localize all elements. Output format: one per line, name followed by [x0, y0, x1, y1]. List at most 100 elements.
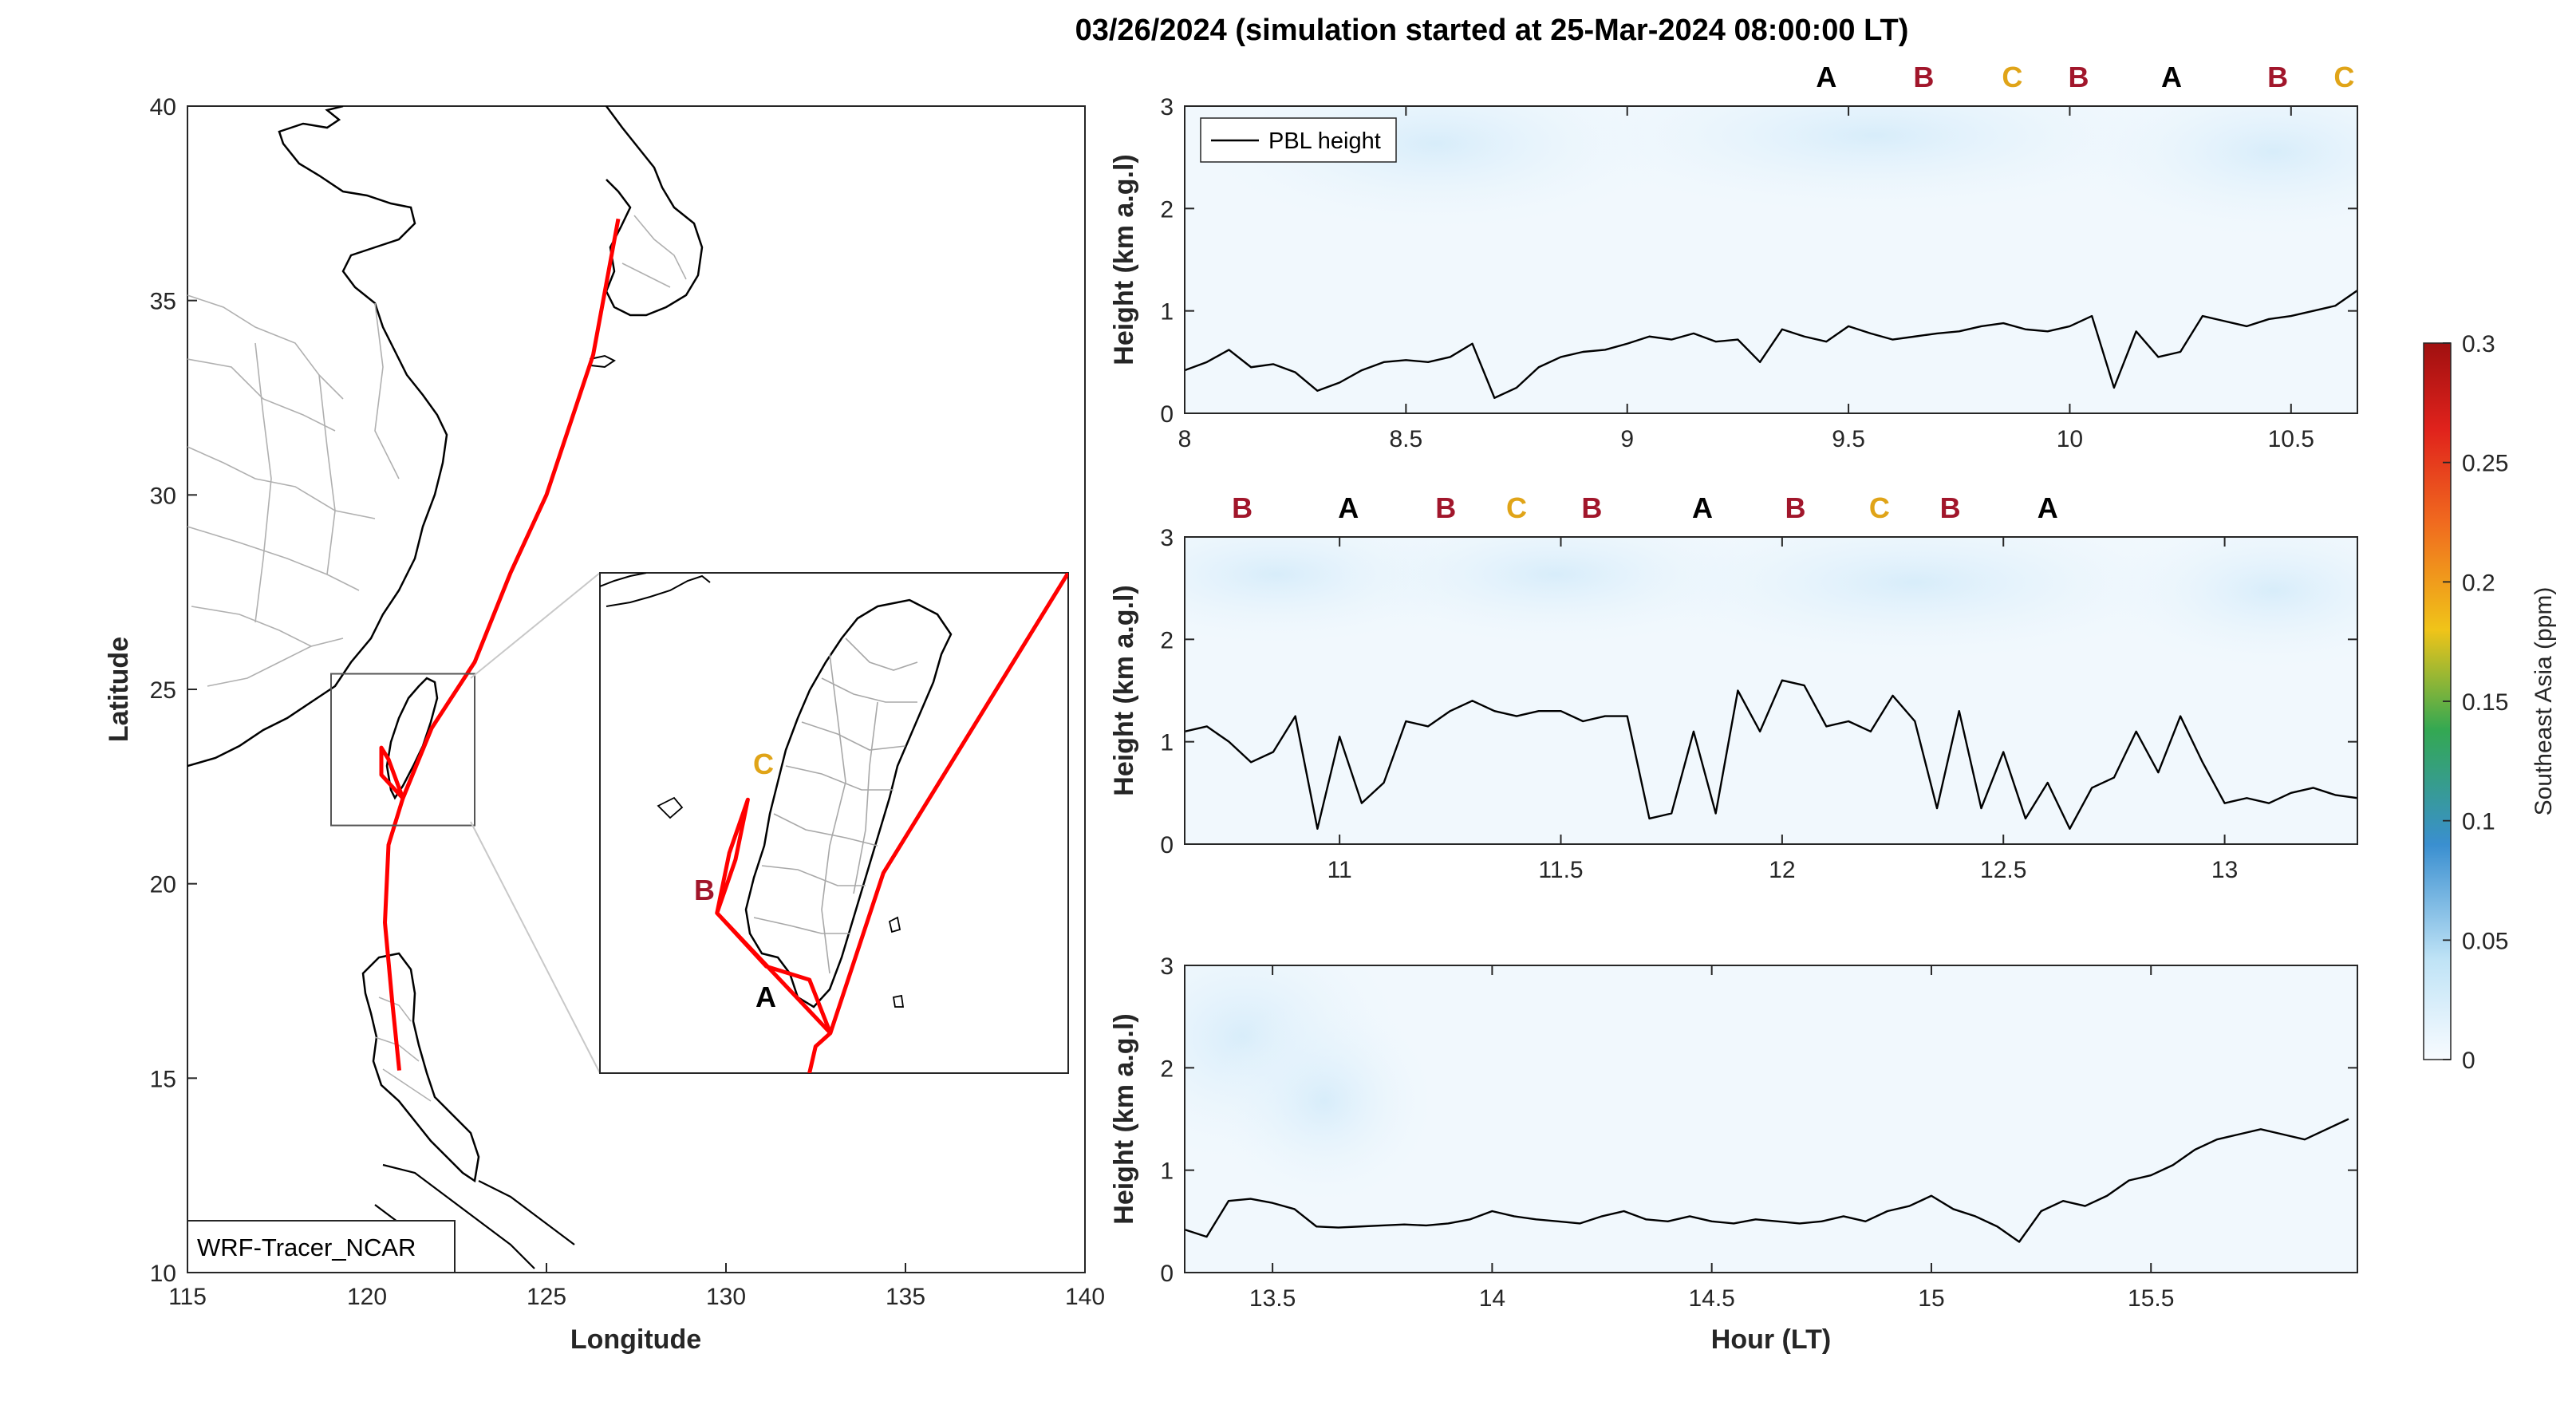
- pbl-height-line: [1185, 679, 2357, 830]
- model-label-box: [187, 1220, 456, 1273]
- xtick-label: 15.5: [2128, 1285, 2174, 1312]
- map-xtick-label: 115: [168, 1284, 207, 1310]
- timeseries-panel-1: 0 1 2 3 8 8.5 9 9.5 10 10.5 Height (km a.g.l) A B C B A…: [1109, 61, 2358, 452]
- colorbar: 0 0.05 0.1 0.15 0.2 0.25 0.3 Southeast Asia (p…: [2423, 331, 2557, 1074]
- map-ytick-label: 40: [150, 94, 176, 120]
- admin-borders: [187, 215, 687, 687]
- ytick-label: 2: [1160, 627, 1174, 653]
- xtick-label: 12: [1769, 857, 1795, 883]
- map-y-ticks: 10 15 20 25 30 35 40: [150, 94, 197, 1287]
- ytick-label: 0: [1160, 1261, 1174, 1287]
- xtick-label: 14: [1479, 1285, 1505, 1312]
- colorbar-tick-label: 0.05: [2462, 928, 2508, 954]
- ytick-label: 1: [1160, 1158, 1174, 1185]
- xtick-label: 12.5: [1980, 857, 2026, 883]
- segment-label-b: B: [1232, 491, 1252, 524]
- coastline-taiwan: [385, 677, 439, 800]
- inset-trajectory-loop: [715, 797, 833, 1035]
- map-ytick-label: 20: [150, 872, 176, 898]
- tracer-patch: [1627, 537, 2202, 662]
- xtick-label: 8.5: [1389, 426, 1422, 452]
- colorbar-tick-label: 0.1: [2462, 809, 2495, 835]
- xtick-label: 13: [2211, 857, 2238, 883]
- map-xtick-label: 135: [886, 1284, 925, 1310]
- segment-label-b: B: [2069, 61, 2089, 93]
- inset-connector-bottom: [470, 821, 601, 1074]
- philippines-borders: [374, 997, 432, 1102]
- panel-ylabel: Height (km a.g.l): [1109, 1013, 1139, 1224]
- xtick-label: 10: [2057, 426, 2083, 452]
- segment-label-b: B: [1581, 491, 1602, 524]
- segment-label-b: B: [1785, 491, 1806, 524]
- xtick-label: 9.5: [1832, 426, 1865, 452]
- ytick-label: 0: [1160, 832, 1174, 858]
- inset-connector-top: [470, 572, 601, 679]
- segment-label-b: B: [1435, 491, 1456, 524]
- inset-label-b: B: [694, 874, 715, 906]
- segment-label-c: C: [2333, 61, 2354, 93]
- tracer-field: [1185, 537, 2357, 670]
- ytick-label: 3: [1160, 94, 1174, 120]
- map-xlabel: Longitude: [570, 1324, 701, 1355]
- coastline-china: [187, 106, 448, 768]
- legend: PBL height: [1200, 117, 1397, 163]
- colorbar-ticks: 0 0.05 0.1 0.15 0.2 0.25 0.3: [2443, 331, 2508, 1074]
- inset-label-a: A: [755, 981, 776, 1013]
- inset-coastline-china: [600, 573, 711, 607]
- inset-locator-box: [330, 673, 475, 827]
- model-label: WRF-Tracer_NCAR: [197, 1233, 416, 1261]
- map-xtick-label: 130: [706, 1284, 746, 1310]
- tracer-patch: [1213, 997, 1436, 1205]
- ytick-label: 3: [1160, 525, 1174, 551]
- tracer-field: [1185, 965, 1436, 1205]
- segment-label-c: C: [1506, 491, 1527, 524]
- map-ytick-label: 10: [150, 1261, 176, 1287]
- trajectory-loop-taiwan: [379, 727, 434, 800]
- ytick-label: 2: [1160, 196, 1174, 223]
- ytick-label: 0: [1160, 401, 1174, 428]
- segment-label-b: B: [1913, 61, 1934, 93]
- figure-title: 03/26/2024 (simulation started at 25-Mar…: [1075, 14, 1909, 47]
- map-ytick-label: 15: [150, 1066, 176, 1092]
- tracer-patch: [2066, 106, 2357, 239]
- ytick-label: 1: [1160, 299, 1174, 326]
- colorbar-tick-label: 0.2: [2462, 570, 2495, 596]
- xtick-label: 11.5: [1538, 857, 1583, 883]
- colorbar-tick-label: 0.25: [2462, 451, 2508, 477]
- map-ytick-label: 25: [150, 677, 176, 704]
- pbl-height-line: [1185, 1118, 2349, 1243]
- segment-label-c: C: [2002, 61, 2022, 93]
- legend-entry-pbl: PBL height: [1268, 128, 1381, 154]
- colorbar-tick-label: 0.15: [2462, 689, 2508, 716]
- inset-label-c: C: [753, 748, 774, 780]
- segment-label-a: A: [1692, 491, 1713, 524]
- map-xtick-label: 120: [347, 1284, 387, 1310]
- map-ylabel: Latitude: [104, 637, 134, 742]
- coastline-luzon: [361, 952, 480, 1183]
- ytick-label: 1: [1160, 730, 1174, 756]
- pbl-height-line: [1185, 290, 2357, 399]
- map-x-ticks: 115 120 125 130 135 140: [168, 1263, 1105, 1310]
- segment-label-b: B: [2267, 61, 2288, 93]
- ytick-label: 2: [1160, 1056, 1174, 1082]
- panel-ylabel: Height (km a.g.l): [1109, 585, 1139, 795]
- colorbar-label: Southeast Asia (ppm): [2531, 587, 2557, 816]
- segment-label-a: A: [1338, 491, 1359, 524]
- map-ytick-label: 30: [150, 483, 176, 509]
- tracer-patch: [2098, 537, 2357, 670]
- panel-axes-box: [1184, 105, 2358, 414]
- map-xtick-label: 140: [1065, 1284, 1105, 1310]
- segment-label-b: B: [1940, 491, 1961, 524]
- inset-islands: [657, 796, 905, 1008]
- xtick-label: 11: [1327, 857, 1352, 883]
- xtick-label: 9: [1620, 426, 1634, 452]
- panel-axes-box: [1184, 965, 2358, 1273]
- segment-label-a: A: [2038, 491, 2058, 524]
- ytick-label: 3: [1160, 953, 1174, 980]
- xtick-label: 8: [1178, 426, 1192, 452]
- segment-label-a: A: [1816, 61, 1836, 93]
- map-ytick-label: 35: [150, 289, 176, 315]
